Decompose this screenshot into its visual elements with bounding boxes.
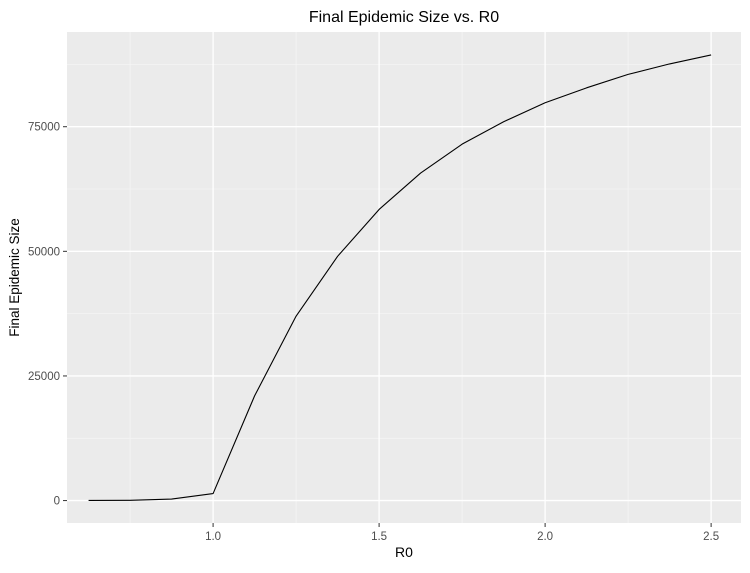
x-tick-label: 1.0 — [205, 531, 221, 543]
x-axis-title: R0 — [395, 544, 413, 560]
y-tick-label: 75000 — [28, 122, 60, 134]
plot-panel — [67, 32, 741, 523]
x-axis: 1.0 1.5 2.0 2.5 — [205, 523, 719, 543]
y-axis: 0 25000 50000 75000 — [28, 122, 67, 508]
y-tick-label: 0 — [54, 496, 60, 508]
x-tick-label: 2.0 — [537, 531, 553, 543]
x-tick-label: 2.5 — [703, 531, 719, 543]
y-tick-label: 50000 — [28, 246, 60, 258]
series-line — [88, 54, 712, 502]
x-tick-label: 1.5 — [371, 531, 387, 543]
chart-title: Final Epidemic Size vs. R0 — [309, 9, 499, 26]
y-tick-label: 25000 — [28, 371, 60, 383]
series-group — [88, 54, 712, 502]
major-gridlines — [67, 32, 741, 523]
y-axis-title: Final Epidemic Size — [7, 218, 22, 337]
minor-gridlines — [67, 32, 741, 523]
